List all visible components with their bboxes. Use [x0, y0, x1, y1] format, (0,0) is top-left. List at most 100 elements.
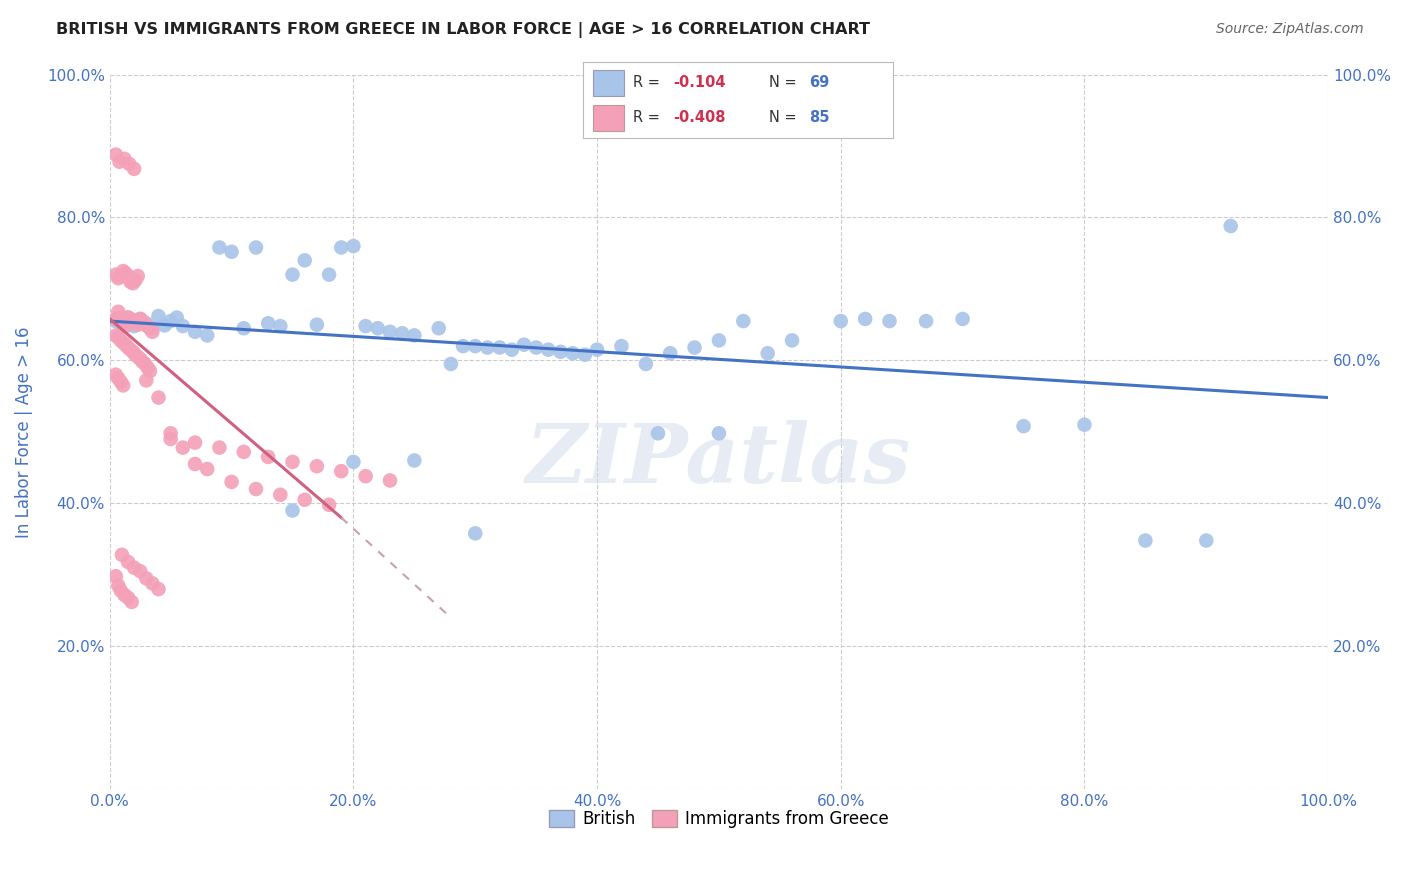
Point [111, 548, 134, 562]
Text: R =: R = [633, 111, 665, 125]
Point [915, 314, 938, 328]
Point [318, 498, 340, 512]
Text: Source: ZipAtlas.com: Source: ZipAtlas.com [1216, 22, 1364, 37]
Point [305, 459, 328, 474]
Point [427, 321, 450, 335]
Point [537, 343, 560, 357]
Point [141, 321, 163, 335]
Point [659, 346, 682, 360]
Point [451, 339, 474, 353]
Point [391, 326, 413, 341]
Point [108, 154, 131, 169]
Point [139, 321, 162, 335]
Point [127, 268, 149, 283]
Point [111, 318, 134, 332]
Point [257, 316, 280, 330]
Point [354, 319, 377, 334]
Point [136, 319, 159, 334]
Point [477, 341, 499, 355]
Point [122, 161, 145, 176]
Point [195, 462, 218, 476]
Point [879, 314, 901, 328]
Point [281, 455, 304, 469]
Point [139, 364, 162, 378]
Text: N =: N = [769, 111, 801, 125]
Point [488, 341, 510, 355]
Text: -0.408: -0.408 [673, 111, 725, 125]
Point [269, 319, 291, 334]
Point [404, 453, 426, 467]
Point [1195, 533, 1218, 548]
Point [118, 157, 141, 171]
Point [464, 339, 486, 353]
Y-axis label: In Labor Force | Age > 16: In Labor Force | Age > 16 [15, 326, 32, 538]
Bar [593, 105, 624, 130]
Legend: British, Immigrants from Greece: British, Immigrants from Greece [543, 803, 896, 835]
Point [342, 455, 364, 469]
Point [129, 312, 152, 326]
Point [464, 526, 486, 541]
Point [172, 441, 194, 455]
Point [1073, 417, 1095, 432]
Point [117, 310, 139, 325]
Point [367, 321, 389, 335]
Point [107, 330, 129, 344]
Point [122, 560, 145, 574]
Point [184, 325, 207, 339]
Point [114, 337, 136, 351]
Point [707, 334, 730, 348]
Point [952, 312, 974, 326]
Point [120, 275, 142, 289]
Point [120, 312, 142, 326]
Point [159, 314, 181, 328]
Point [378, 325, 401, 339]
Point [117, 268, 139, 283]
Point [1012, 419, 1035, 434]
Point [110, 583, 132, 598]
Point [121, 595, 143, 609]
Point [354, 469, 377, 483]
Point [245, 482, 267, 496]
Point [112, 588, 135, 602]
Point [107, 271, 129, 285]
Text: R =: R = [633, 76, 665, 90]
Point [830, 314, 852, 328]
Point [305, 318, 328, 332]
Point [780, 334, 803, 348]
Point [112, 314, 135, 328]
Point [122, 277, 145, 291]
Point [122, 314, 145, 328]
Point [141, 576, 163, 591]
Point [127, 318, 149, 332]
Point [110, 310, 132, 325]
Point [330, 464, 353, 478]
Point [110, 334, 132, 348]
Point [129, 312, 152, 326]
Text: 85: 85 [810, 111, 830, 125]
Point [330, 240, 353, 254]
Point [733, 314, 755, 328]
Point [153, 318, 176, 333]
Point [112, 378, 135, 392]
Point [124, 348, 146, 362]
Point [129, 314, 152, 328]
Point [184, 435, 207, 450]
Point [257, 450, 280, 464]
Point [131, 355, 153, 369]
Point [122, 319, 145, 334]
Point [221, 244, 243, 259]
Point [107, 578, 129, 592]
Point [232, 445, 254, 459]
Point [159, 432, 181, 446]
Point [117, 310, 139, 325]
Point [208, 441, 231, 455]
Point [1135, 533, 1157, 548]
Point [104, 569, 127, 583]
Point [112, 335, 135, 350]
Point [404, 328, 426, 343]
Point [129, 564, 152, 578]
Point [221, 475, 243, 489]
Point [120, 343, 142, 357]
Point [129, 351, 152, 366]
Point [208, 240, 231, 254]
